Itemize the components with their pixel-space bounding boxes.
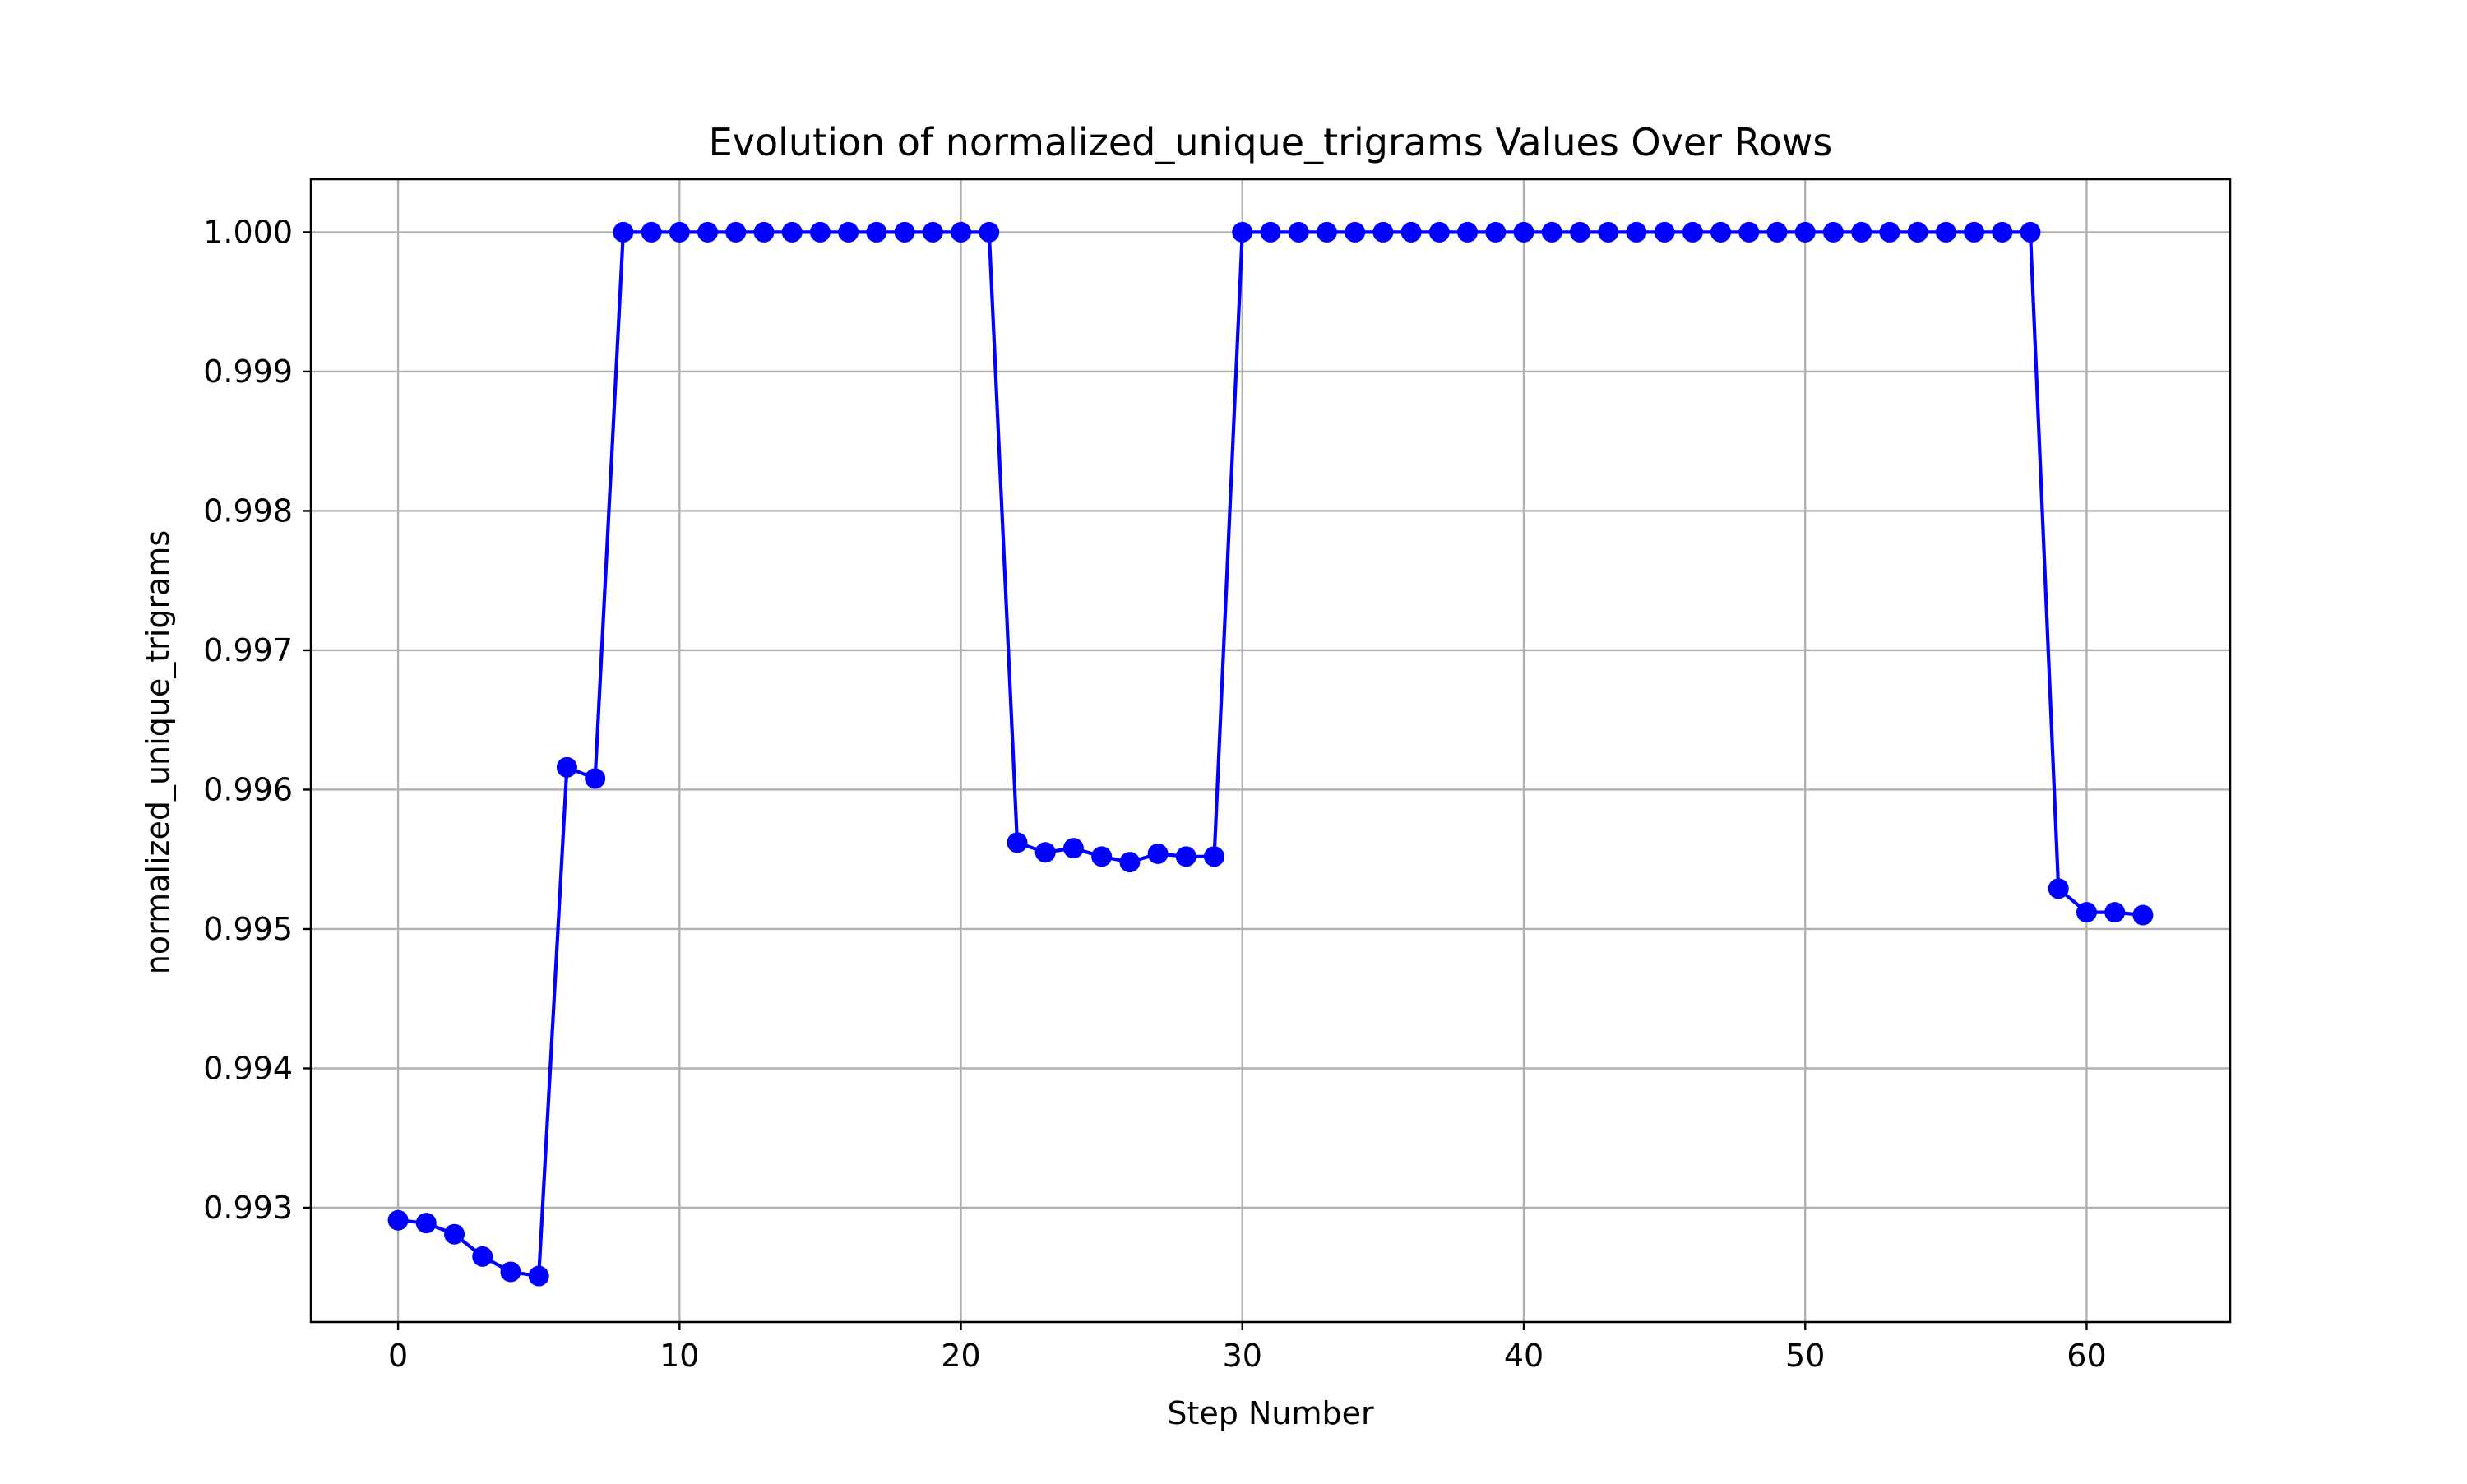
data-point xyxy=(1147,843,1169,864)
data-point xyxy=(641,221,662,243)
data-point xyxy=(1654,221,1675,243)
data-point xyxy=(1738,221,1760,243)
data-point xyxy=(1794,221,1816,243)
data-point xyxy=(1907,221,1928,243)
data-point xyxy=(2048,878,2069,899)
data-point xyxy=(753,221,775,243)
data-point xyxy=(1316,221,1337,243)
data-point xyxy=(613,221,634,243)
data-point xyxy=(1260,221,1281,243)
y-tick-label: 0.994 xyxy=(203,1050,293,1086)
data-point xyxy=(1204,846,1225,867)
data-point xyxy=(387,1209,409,1231)
series-layer xyxy=(387,221,2154,1287)
y-tick-label: 0.995 xyxy=(203,911,293,947)
data-point xyxy=(1879,221,1900,243)
x-tick-label: 40 xyxy=(1504,1338,1544,1374)
y-tick-label: 0.996 xyxy=(203,771,293,807)
y-tick-label: 0.993 xyxy=(203,1190,293,1226)
data-point xyxy=(1513,221,1534,243)
x-axis-ticks: 0 10 20 30 40 50 60 xyxy=(388,1322,2107,1374)
y-tick-label: 1.000 xyxy=(203,214,293,250)
data-point xyxy=(1822,221,1844,243)
plot-frame xyxy=(309,178,2232,1324)
data-point xyxy=(894,221,915,243)
data-point xyxy=(1485,221,1507,243)
data-point xyxy=(1007,832,1028,853)
data-point xyxy=(2104,902,2126,923)
data-point xyxy=(1345,221,1366,243)
data-point xyxy=(1372,221,1394,243)
data-point xyxy=(1992,221,2013,243)
y-tick-label: 0.997 xyxy=(203,632,293,668)
data-point xyxy=(444,1223,465,1245)
data-point xyxy=(2076,902,2097,923)
x-tick-label: 50 xyxy=(1785,1338,1825,1374)
data-point xyxy=(1766,221,1788,243)
data-point xyxy=(1626,221,1647,243)
data-point xyxy=(1569,221,1590,243)
y-axis-ticks: 0.993 0.994 0.995 0.996 0.997 0.998 0.999 1.000 xyxy=(203,214,311,1226)
data-point xyxy=(979,221,1000,243)
y-axis-label: normalized_unique_trigrams xyxy=(140,530,176,974)
y-tick-label: 0.999 xyxy=(203,354,293,390)
data-point xyxy=(725,221,747,243)
data-point xyxy=(528,1265,549,1287)
data-point xyxy=(1175,846,1196,867)
x-axis-label: Step Number xyxy=(1167,1395,1374,1431)
data-point xyxy=(669,221,690,243)
data-point xyxy=(838,221,859,243)
data-point xyxy=(1682,221,1703,243)
data-point xyxy=(1935,221,1956,243)
x-tick-label: 0 xyxy=(388,1338,408,1374)
data-point xyxy=(1851,221,1872,243)
data-point xyxy=(922,221,943,243)
data-point xyxy=(1428,221,1450,243)
data-point xyxy=(1062,838,1084,859)
data-point xyxy=(866,221,887,243)
data-point xyxy=(500,1261,521,1283)
data-point xyxy=(585,768,606,789)
x-tick-label: 10 xyxy=(660,1338,699,1374)
data-point xyxy=(472,1246,493,1267)
data-point xyxy=(2020,221,2041,243)
data-point xyxy=(809,221,831,243)
data-point xyxy=(1710,221,1732,243)
y-tick-label: 0.998 xyxy=(203,492,293,529)
data-point xyxy=(1034,842,1056,863)
data-point xyxy=(951,221,972,243)
data-point xyxy=(781,221,803,243)
data-point xyxy=(415,1213,437,1234)
chart-title: Evolution of normalized_unique_trigrams … xyxy=(709,120,1833,164)
data-point xyxy=(1400,221,1422,243)
x-tick-label: 30 xyxy=(1223,1338,1262,1374)
data-point xyxy=(1598,221,1619,243)
data-point xyxy=(1541,221,1562,243)
data-point xyxy=(1119,852,1141,873)
data-point xyxy=(2132,904,2154,926)
data-point xyxy=(556,756,577,778)
x-tick-label: 20 xyxy=(941,1338,980,1374)
data-point xyxy=(1288,221,1309,243)
data-point xyxy=(697,221,719,243)
data-point xyxy=(1091,846,1113,867)
data-point xyxy=(1232,221,1253,243)
x-tick-label: 60 xyxy=(2067,1338,2106,1374)
grid xyxy=(311,179,2230,1322)
data-point xyxy=(1457,221,1479,243)
data-point xyxy=(1964,221,1985,243)
